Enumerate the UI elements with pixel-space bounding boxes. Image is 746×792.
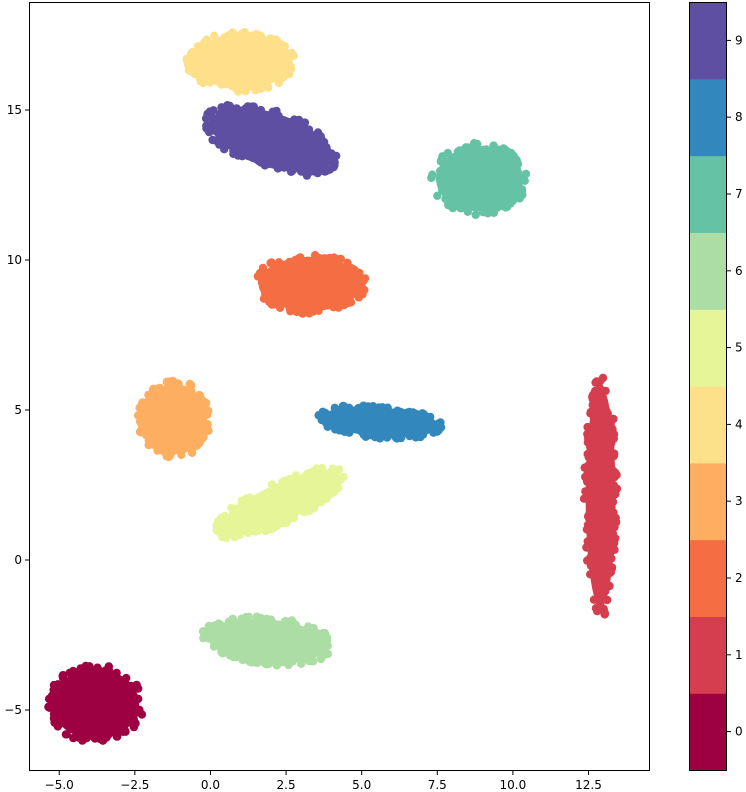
cluster-core — [210, 107, 332, 173]
colorbar-segment-9 — [689, 2, 726, 80]
point — [489, 208, 498, 217]
y-tick-label: 5 — [14, 403, 22, 417]
point — [427, 173, 436, 183]
point — [600, 608, 609, 617]
point — [286, 64, 296, 73]
y-tick-label: 10 — [7, 253, 22, 267]
y-tick-label: −5 — [4, 703, 22, 717]
colorbar-tick-label: 0 — [735, 725, 743, 739]
point — [132, 680, 141, 690]
point — [129, 722, 139, 732]
x-tick-label: 0.0 — [201, 778, 220, 792]
point — [433, 191, 442, 200]
point — [69, 733, 78, 743]
point — [185, 57, 194, 66]
cluster-0 — [44, 661, 147, 745]
cluster-4 — [182, 28, 298, 96]
point — [252, 612, 262, 621]
cluster-core — [322, 406, 437, 438]
cluster-1 — [579, 373, 622, 619]
point — [58, 671, 67, 681]
cluster-5 — [212, 464, 348, 543]
cluster-core — [258, 257, 362, 311]
x-tick-label: −2.5 — [120, 778, 149, 792]
x-tick-label: −5.0 — [45, 778, 74, 792]
cluster-core — [191, 35, 290, 89]
point — [322, 166, 332, 175]
colorbar-segment-6 — [689, 232, 726, 310]
point — [314, 411, 323, 420]
x-tick-label: 5.0 — [352, 778, 371, 792]
y-tick-label: 0 — [14, 553, 22, 567]
point — [208, 135, 217, 145]
scatter-points — [44, 28, 622, 745]
point — [598, 373, 608, 383]
point — [443, 148, 452, 158]
point — [244, 612, 253, 621]
point — [330, 158, 339, 167]
colorbar-tick-label: 2 — [735, 571, 743, 585]
point — [218, 532, 227, 542]
y-axis: −5 0 5 10 15 — [4, 103, 30, 717]
point — [44, 694, 54, 704]
x-tick-label: 10.0 — [500, 778, 527, 792]
point — [135, 403, 144, 413]
cluster-core — [436, 146, 524, 212]
colorbar-segment-7 — [689, 155, 726, 233]
point — [272, 661, 282, 670]
cluster-7 — [427, 139, 531, 219]
cluster-core — [141, 383, 207, 455]
colorbar-segment-0 — [689, 693, 726, 771]
point — [448, 203, 458, 213]
cluster-2 — [253, 251, 370, 318]
colorbar-frame — [689, 2, 727, 771]
colorbar-tick-label: 4 — [735, 417, 743, 431]
point — [266, 258, 275, 268]
colorbar-segment-3 — [689, 462, 726, 541]
cluster-6 — [198, 612, 332, 670]
colorbar: 0 1 2 3 4 5 6 7 8 9 — [689, 2, 743, 771]
point — [133, 411, 143, 420]
colorbar-tick-label: 8 — [735, 110, 743, 124]
colorbar-segment-1 — [689, 616, 726, 694]
y-tick-label: 15 — [7, 103, 22, 117]
x-tick-label: 12.5 — [575, 778, 602, 792]
point — [470, 139, 479, 148]
cluster-3 — [133, 376, 213, 462]
cluster-8 — [314, 401, 446, 443]
x-axis: −5.0 −2.5 0.0 2.5 5.0 7.5 10.0 12.5 — [45, 770, 602, 792]
point — [518, 190, 527, 200]
point — [592, 377, 601, 386]
point — [62, 730, 71, 739]
colorbar-tick-label: 3 — [735, 494, 743, 508]
cluster-core — [51, 668, 140, 740]
point — [45, 703, 54, 712]
point — [210, 31, 219, 40]
colorbar-tick-label: 1 — [735, 648, 743, 662]
cluster-core — [208, 618, 328, 664]
point — [286, 50, 296, 59]
cluster-core — [585, 386, 616, 608]
cluster-9 — [201, 101, 341, 180]
point — [264, 83, 273, 92]
plot-frame — [29, 2, 650, 771]
x-tick-label: 2.5 — [277, 778, 296, 792]
colorbar-segment-4 — [689, 386, 726, 464]
point — [204, 426, 213, 435]
cluster-core — [220, 470, 340, 536]
colorbar-tick-label: 5 — [735, 341, 743, 355]
point — [184, 65, 194, 75]
point — [471, 210, 480, 219]
colorbar-tick-label: 7 — [735, 187, 743, 201]
x-tick-label: 7.5 — [428, 778, 447, 792]
colorbar-tick-label: 6 — [735, 264, 743, 278]
colorbar-segment-2 — [689, 539, 726, 617]
colorbar-tick-label: 9 — [735, 33, 743, 47]
colorbar-segment-8 — [689, 78, 726, 157]
colorbar-segment-5 — [689, 309, 726, 387]
